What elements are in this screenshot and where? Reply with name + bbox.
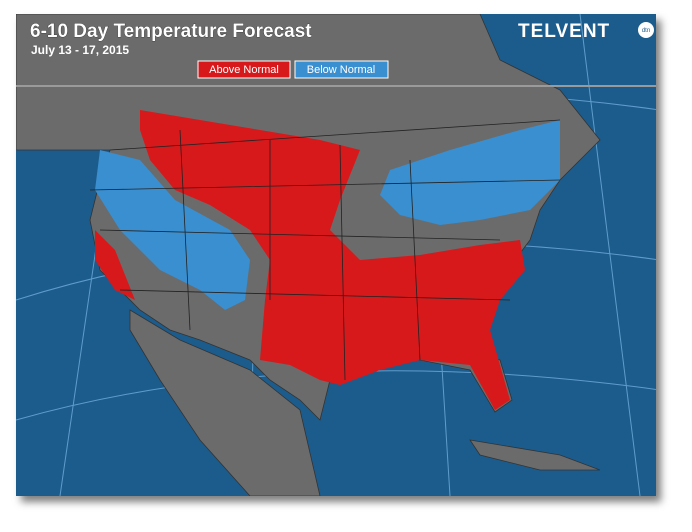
below-normal-region [95, 150, 250, 310]
land-mexico [129, 309, 321, 496]
land-cuba [469, 439, 601, 471]
legend-swatch [294, 60, 389, 79]
legend-swatch [197, 60, 291, 79]
map-title: 6-10 Day Temperature Forecast [30, 21, 312, 42]
above-normal-region [140, 110, 525, 410]
logo-badge [638, 22, 654, 38]
legend-label: Below Normal [307, 64, 375, 76]
below-normal-region [380, 120, 560, 225]
logo-badge-text: dtn [642, 28, 650, 34]
legend-label: Above Normal [209, 64, 279, 76]
above-normal-region [95, 230, 135, 300]
map-body [16, 14, 656, 496]
state-borders [89, 119, 561, 381]
date-range: July 13 - 17, 2015 [31, 43, 129, 57]
logo: TELVENT [518, 21, 610, 42]
